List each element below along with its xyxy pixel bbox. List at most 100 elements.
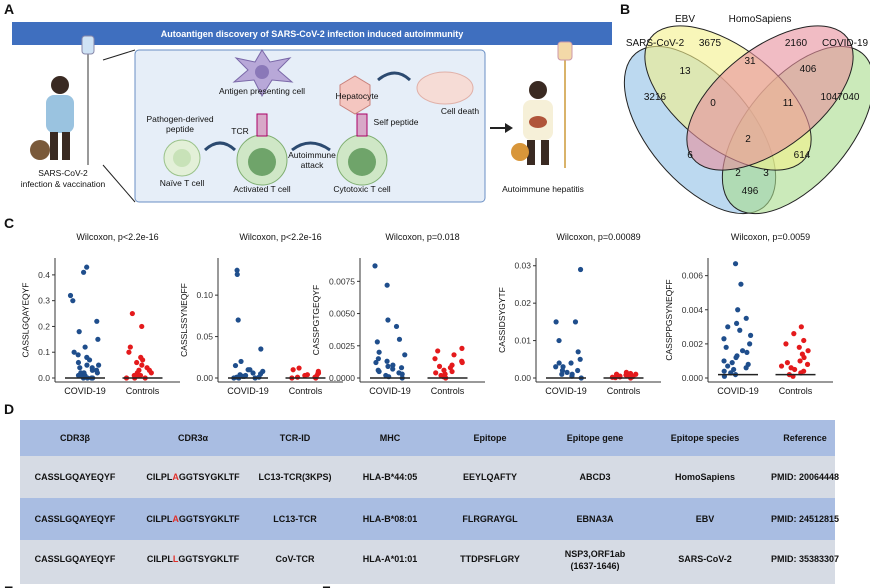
point <box>577 356 583 362</box>
point <box>556 337 562 344</box>
venn-count: 406 <box>800 64 817 75</box>
point <box>733 320 740 327</box>
diagram-label: Cytotoxic T cell <box>333 184 390 194</box>
table-cell: EBV <box>696 514 715 524</box>
point <box>553 319 559 325</box>
nucleus <box>173 149 191 167</box>
point <box>398 365 405 371</box>
point <box>234 267 240 273</box>
diagram-label: Activated T cell <box>233 184 290 194</box>
point <box>84 362 90 368</box>
x-tick-label: Controls <box>431 386 465 396</box>
chart-title: Wilcoxon, p=0.00089 <box>556 232 640 242</box>
venn-count: 1047040 <box>821 92 860 103</box>
x-tick-label: COVID-19 <box>227 386 269 396</box>
point <box>729 360 735 366</box>
diagram-label: attack <box>301 160 324 170</box>
point <box>385 317 391 323</box>
table-cell: CoV-TCR <box>276 554 315 564</box>
venn-count: 3 <box>763 168 769 179</box>
point <box>725 363 731 369</box>
point <box>735 307 741 313</box>
table-cell: CASSLGQAYEQYF <box>35 554 116 564</box>
table-header: MHC <box>380 433 401 443</box>
point <box>743 315 749 321</box>
panel-label: E <box>4 583 13 588</box>
panel-label: F <box>322 583 331 588</box>
point <box>94 318 100 324</box>
venn-set-label: HomoSapiens <box>729 14 792 25</box>
point <box>89 367 95 373</box>
venn-count: 0 <box>710 98 716 109</box>
point <box>134 359 140 366</box>
venn-set-label: COVID-19 <box>822 38 869 49</box>
point <box>451 352 457 358</box>
x-tick-label: COVID-19 <box>369 386 411 396</box>
point <box>459 359 465 366</box>
panel-label: B <box>620 1 630 17</box>
tcr <box>356 113 368 137</box>
point <box>577 266 584 273</box>
tcr <box>256 113 268 137</box>
chart-title: Wilcoxon, p<2.2e-16 <box>239 232 321 242</box>
point <box>75 359 82 366</box>
table-header: Epitope <box>474 433 507 443</box>
diagram-label: Autoimmune <box>288 150 336 160</box>
hepatocyte <box>339 75 371 115</box>
point <box>725 324 731 330</box>
cell-part: CILPL <box>147 554 174 564</box>
table-cell: CILPLAGGTSYGKLTF <box>146 472 240 482</box>
point <box>572 319 579 325</box>
point <box>792 366 798 373</box>
point <box>784 360 791 366</box>
patient-right <box>511 41 573 168</box>
table-header: CDR3β <box>60 433 91 443</box>
y-tick-label: 0.2 <box>38 321 50 331</box>
venn-count: 3675 <box>699 38 722 49</box>
point <box>84 264 90 270</box>
point <box>390 366 396 372</box>
point <box>796 344 802 350</box>
table-cell: HLA-A*01:01 <box>363 554 418 564</box>
point <box>575 367 581 374</box>
table-cell: HomoSapiens <box>675 472 735 482</box>
y-tick-label: 0.002 <box>682 339 704 349</box>
diagram-label: Autoimmune hepatitis <box>502 184 584 194</box>
y-tick-label: 0.10 <box>196 290 213 300</box>
point <box>396 336 403 342</box>
table-header: Epitope species <box>671 433 740 443</box>
y-tick-label: 0.01 <box>514 336 531 346</box>
chart-title: Wilcoxon, p=0.018 <box>385 232 459 242</box>
table-header: Epitope gene <box>567 433 624 443</box>
point <box>376 368 382 375</box>
table-header-bg <box>20 420 835 456</box>
point <box>564 369 570 375</box>
y-tick-label: 0.0 <box>38 373 50 383</box>
arrow <box>377 71 412 82</box>
panel-label: A <box>4 1 14 17</box>
point <box>234 271 240 278</box>
table-cell: NSP3,ORF1ab <box>565 549 626 559</box>
y-tick-label: 0.00 <box>514 373 531 383</box>
point <box>373 359 379 366</box>
point <box>733 354 739 361</box>
y-tick-label: 0.0025 <box>329 341 355 351</box>
zoom-line <box>102 49 136 61</box>
point <box>575 349 581 355</box>
table-header: CDR3α <box>178 433 209 443</box>
patient-left <box>30 35 95 165</box>
point <box>247 367 253 373</box>
point <box>384 282 390 288</box>
x-tick-label: COVID-19 <box>545 386 587 396</box>
x-tick-label: Controls <box>607 386 641 396</box>
table-cell: TTDPSFLGRY <box>460 554 520 564</box>
x-tick-label: Controls <box>779 386 813 396</box>
table-cell: CILPLLGGTSYGKLTF <box>147 554 240 564</box>
y-tick-label: 0.02 <box>514 298 531 308</box>
x-tick-label: COVID-19 <box>64 386 106 396</box>
point <box>375 356 381 362</box>
y-tick-label: 0.05 <box>196 332 213 342</box>
table-cell: PMID: 24512815 <box>771 514 839 524</box>
table-row-bg <box>20 540 835 584</box>
